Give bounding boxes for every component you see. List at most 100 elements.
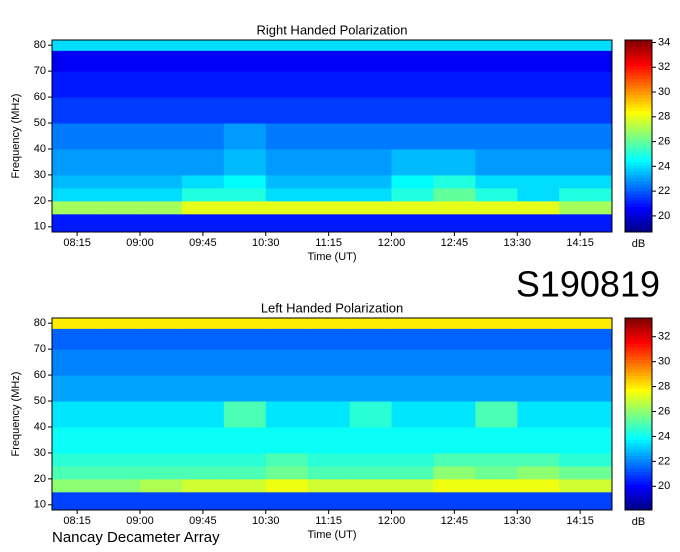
colorbar-step xyxy=(625,334,652,338)
heatmap-cell xyxy=(433,71,476,98)
colorbar-tick-label: 30 xyxy=(658,356,670,368)
y-axis-label: Frequency (MHz) xyxy=(10,372,22,457)
heatmap-cell xyxy=(349,148,393,176)
heatmap-cell xyxy=(52,97,99,124)
colorbar-step xyxy=(625,420,652,425)
heatmap-cell xyxy=(223,187,267,202)
heatmap-cell xyxy=(98,491,141,511)
colorbar-step xyxy=(625,43,652,47)
heatmap-cell xyxy=(181,491,225,511)
heatmap-cell xyxy=(181,50,225,72)
colorbar-step xyxy=(625,369,652,373)
colorbar-step xyxy=(625,391,652,396)
heatmap-cell xyxy=(223,478,267,493)
colorbar-step xyxy=(625,110,652,115)
heatmap-cell xyxy=(433,491,476,511)
heatmap-cell xyxy=(517,123,560,150)
colorbar-step xyxy=(625,484,652,489)
heatmap-cell xyxy=(265,478,309,493)
heatmap-cell xyxy=(559,200,613,215)
colorbar-step xyxy=(625,446,652,450)
heatmap-cell xyxy=(52,452,99,467)
x-tick-label: 14:15 xyxy=(566,515,594,527)
colorbar-step xyxy=(625,497,652,501)
heatmap-cell xyxy=(265,375,309,402)
colorbar-step xyxy=(625,219,652,223)
heatmap-cell xyxy=(140,213,183,233)
colorbar-step xyxy=(625,417,652,421)
colorbar-step xyxy=(625,401,652,405)
colorbar-step xyxy=(625,174,652,179)
heatmap-cell xyxy=(140,478,183,493)
colorbar-step xyxy=(625,465,652,469)
colorbar-step xyxy=(625,340,652,345)
heatmap-cell xyxy=(433,426,476,454)
heatmap-cell xyxy=(433,123,476,150)
colorbar-tick-label: 32 xyxy=(658,61,670,73)
heatmap-cell xyxy=(517,491,560,511)
event-label: S190819 xyxy=(516,264,660,305)
heatmap-cell xyxy=(223,328,267,350)
heatmap-cell xyxy=(433,375,476,402)
heatmap-cell xyxy=(181,375,225,402)
heatmap-cell xyxy=(223,465,267,480)
heatmap-cell xyxy=(265,200,309,215)
heatmap-cell xyxy=(517,349,560,376)
heatmap-cell xyxy=(559,465,613,480)
colorbar-step xyxy=(625,177,652,182)
heatmap-cell xyxy=(391,349,434,376)
heatmap-cell xyxy=(559,375,613,402)
heatmap-cell xyxy=(559,426,613,454)
heatmap-cell xyxy=(307,452,351,467)
colorbar-step xyxy=(625,59,652,63)
colorbar-step xyxy=(625,209,652,214)
colorbar-step xyxy=(625,216,652,220)
heatmap-cell xyxy=(559,40,613,51)
heatmap-cell xyxy=(475,491,518,511)
heatmap-cell xyxy=(98,401,141,428)
heatmap-cell xyxy=(517,40,560,51)
heatmap-cell xyxy=(265,491,309,511)
colorbar-step xyxy=(625,407,652,412)
colorbar-step xyxy=(625,433,652,437)
colorbar-step xyxy=(625,452,652,457)
colorbar-step xyxy=(625,481,652,485)
colorbar-step xyxy=(625,225,652,230)
heatmap-cell xyxy=(52,187,99,202)
colorbar-step xyxy=(625,107,652,111)
x-tick-label: 13:30 xyxy=(504,237,532,249)
heatmap-cell xyxy=(433,401,476,428)
heatmap-cell xyxy=(52,349,99,376)
colorbar-step xyxy=(625,359,652,364)
colorbar-step xyxy=(625,490,652,495)
heatmap-cell xyxy=(517,200,560,215)
colorbar-tick-label: 22 xyxy=(658,455,670,467)
heatmap-cell xyxy=(307,401,351,428)
colorbar-step xyxy=(625,468,652,473)
heatmap-cell xyxy=(98,328,141,350)
heatmap-cell xyxy=(52,491,99,511)
heatmap-cell xyxy=(349,50,393,72)
heatmap-cell xyxy=(181,349,225,376)
colorbar-step xyxy=(625,139,652,143)
colorbar-tick-label: 26 xyxy=(658,135,670,147)
heatmap-cell xyxy=(391,174,434,189)
colorbar-step xyxy=(625,203,652,207)
heatmap-cell xyxy=(391,71,434,98)
heatmap-cell xyxy=(307,349,351,376)
colorbar-step xyxy=(625,40,652,44)
heatmap-cell xyxy=(181,465,225,480)
colorbar-step xyxy=(625,52,652,57)
y-tick-label: 80 xyxy=(34,39,46,51)
colorbar-step xyxy=(625,503,652,508)
heatmap-cell xyxy=(433,187,476,202)
y-tick-label: 70 xyxy=(34,65,46,77)
colorbar-step xyxy=(625,155,652,159)
heatmap-cell xyxy=(307,213,351,233)
colorbar-step xyxy=(625,145,652,150)
footer: Nancay Decameter Array xyxy=(52,529,220,546)
heatmap-cell xyxy=(433,452,476,467)
heatmap-cell xyxy=(140,426,183,454)
colorbar-step xyxy=(625,372,652,377)
colorbar-tick-label: 20 xyxy=(658,480,670,492)
